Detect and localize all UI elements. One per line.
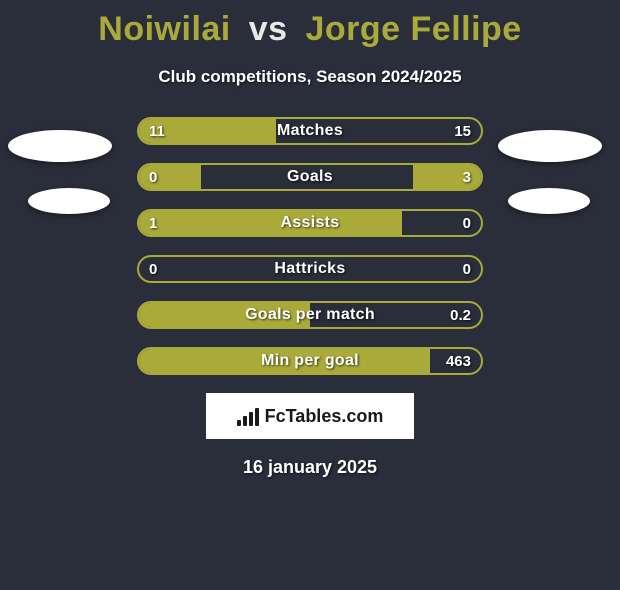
fctables-text: FcTables.com: [265, 406, 384, 427]
stat-row: 463Min per goal: [137, 347, 483, 375]
subtitle: Club competitions, Season 2024/2025: [0, 67, 620, 87]
player-avatar-placeholder: [508, 188, 590, 214]
stat-row: 1115Matches: [137, 117, 483, 145]
bar-chart-icon: [237, 406, 259, 426]
stat-label: Matches: [139, 119, 481, 143]
stat-label: Assists: [139, 211, 481, 235]
comparison-title: Noiwilai vs Jorge Fellipe: [0, 10, 620, 49]
player2-name: Jorge Fellipe: [305, 10, 521, 48]
player-avatar-placeholder: [8, 130, 112, 162]
stat-label: Goals: [139, 165, 481, 189]
vs-text: vs: [249, 10, 288, 48]
stat-label: Min per goal: [139, 349, 481, 373]
fctables-branding: FcTables.com: [206, 393, 414, 439]
date-label: 16 january 2025: [0, 457, 620, 478]
stat-row: 03Goals: [137, 163, 483, 191]
stat-row: 0.2Goals per match: [137, 301, 483, 329]
stat-row: 10Assists: [137, 209, 483, 237]
stat-label: Hattricks: [139, 257, 481, 281]
player-avatar-placeholder: [28, 188, 110, 214]
player-avatar-placeholder: [498, 130, 602, 162]
player1-name: Noiwilai: [98, 10, 230, 48]
stat-label: Goals per match: [139, 303, 481, 327]
stat-row: 00Hattricks: [137, 255, 483, 283]
